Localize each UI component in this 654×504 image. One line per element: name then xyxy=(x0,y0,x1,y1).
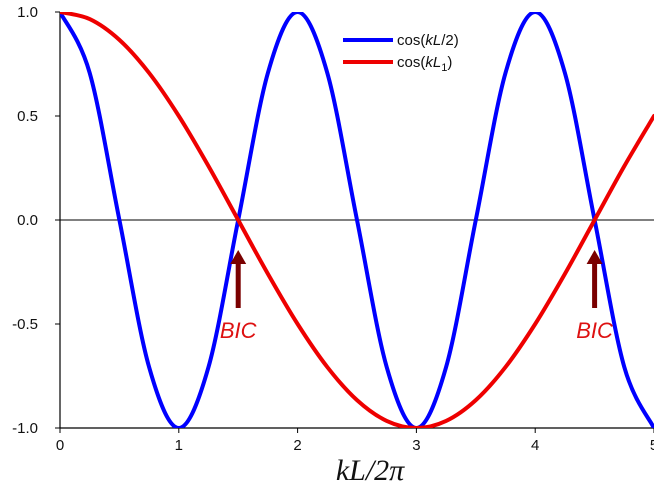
y-tick-label: 0.0 xyxy=(17,212,38,229)
x-axis-title: kL/2π xyxy=(336,454,405,487)
x-tick-label: 1 xyxy=(175,437,183,454)
y-tick-label: -0.5 xyxy=(12,316,38,333)
annotation-arrow-head xyxy=(230,250,247,264)
x-tick-label: 0 xyxy=(56,437,64,454)
series-line-0 xyxy=(60,12,654,428)
annotation-label: BIC xyxy=(576,318,613,343)
legend-label: cos(kL/2) xyxy=(397,32,459,49)
axes: 0 1 2 3 4 5 1.0 0.5 0.0 -0.5 -1.0 xyxy=(12,4,654,454)
annotation-label: BIC xyxy=(220,318,257,343)
annotation-arrow-head xyxy=(586,250,603,264)
x-tick-label: 2 xyxy=(293,437,301,454)
x-tick-label: 3 xyxy=(412,437,420,454)
legend: cos(kL/2) cos(kL1) xyxy=(343,32,459,74)
y-tick-label: -1.0 xyxy=(12,420,38,437)
y-tick-label: 1.0 xyxy=(17,4,38,21)
series-line-1 xyxy=(60,12,654,428)
series-layer xyxy=(60,12,654,428)
legend-label: cos(kL1) xyxy=(397,54,452,74)
y-tick-label: 0.5 xyxy=(17,108,38,125)
x-tick-label: 4 xyxy=(531,437,539,454)
x-tick-label: 5 xyxy=(650,437,654,454)
annotation-layer: BIC BIC xyxy=(220,250,613,343)
